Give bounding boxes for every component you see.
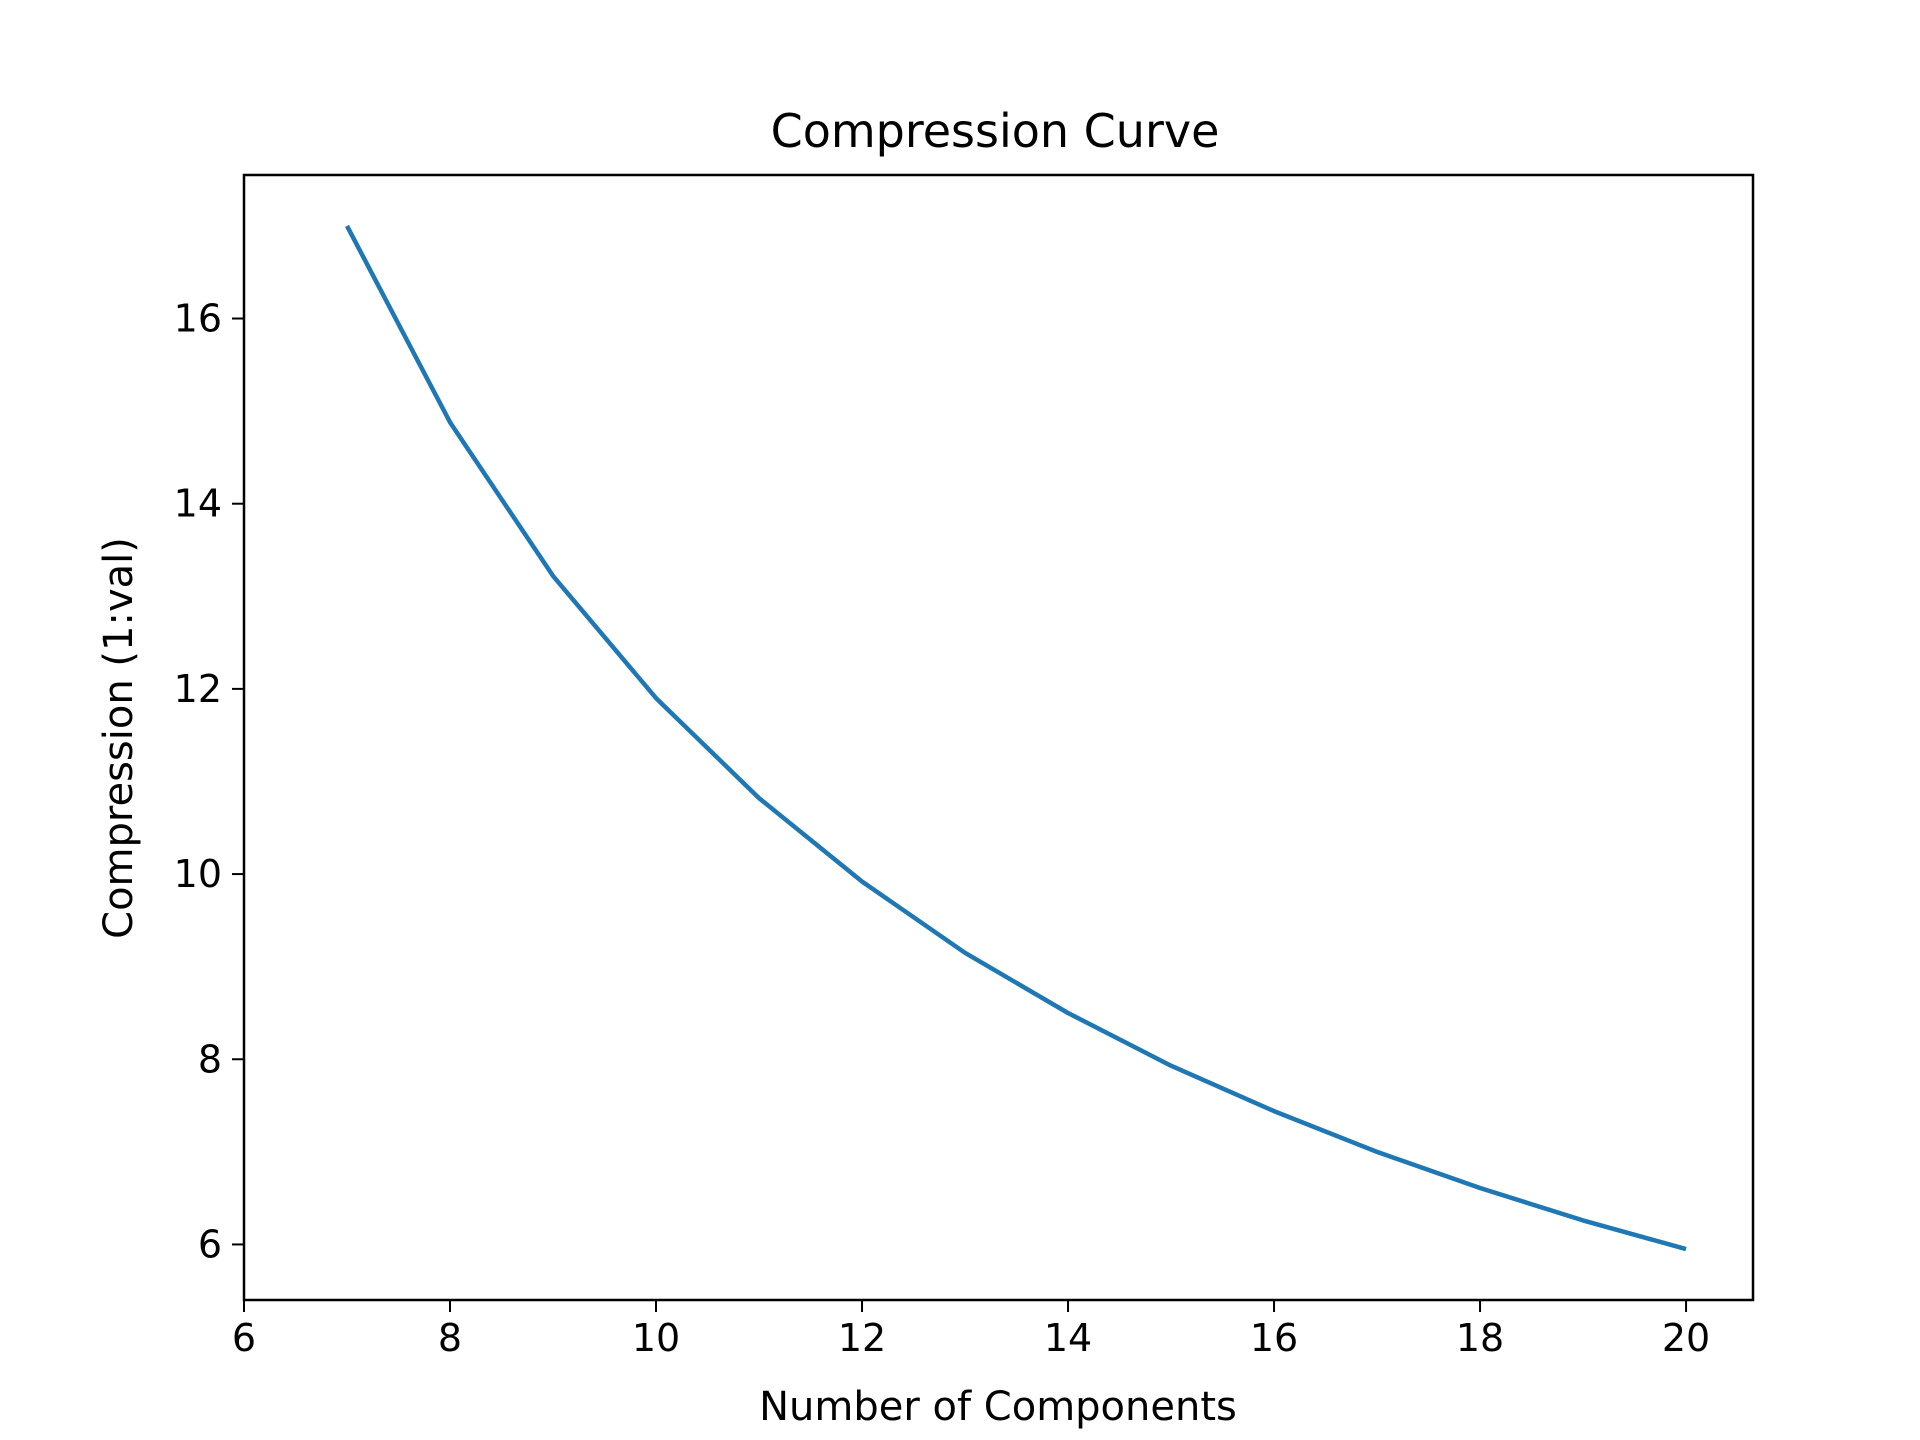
y-tick-label: 10 <box>174 852 222 896</box>
x-tick-label: 16 <box>1250 1316 1298 1360</box>
y-tick-label: 12 <box>174 667 222 711</box>
y-tick-label: 8 <box>198 1037 222 1081</box>
x-axis-label: Number of Components <box>759 1384 1237 1430</box>
y-tick-label: 14 <box>174 482 222 526</box>
x-tick-label: 18 <box>1456 1316 1504 1360</box>
chart-title: Compression Curve <box>771 104 1220 158</box>
x-tick-label: 8 <box>438 1316 462 1360</box>
y-tick-label: 16 <box>174 297 222 341</box>
x-axis-ticks: 6 8 10 12 14 16 18 20 <box>232 1300 1710 1360</box>
x-tick-label: 10 <box>632 1316 680 1360</box>
x-tick-label: 14 <box>1044 1316 1092 1360</box>
y-axis-ticks: 6 8 10 12 14 16 <box>174 297 244 1266</box>
y-tick-label: 6 <box>198 1222 222 1266</box>
plot-frame <box>242 173 1755 1302</box>
y-axis-label: Compression (1:val) <box>96 537 142 939</box>
x-tick-label: 6 <box>232 1316 256 1360</box>
plot-area <box>345 224 1687 1252</box>
x-tick-label: 20 <box>1662 1316 1710 1360</box>
x-tick-label: 12 <box>838 1316 886 1360</box>
series-line-0 <box>345 224 1687 1252</box>
